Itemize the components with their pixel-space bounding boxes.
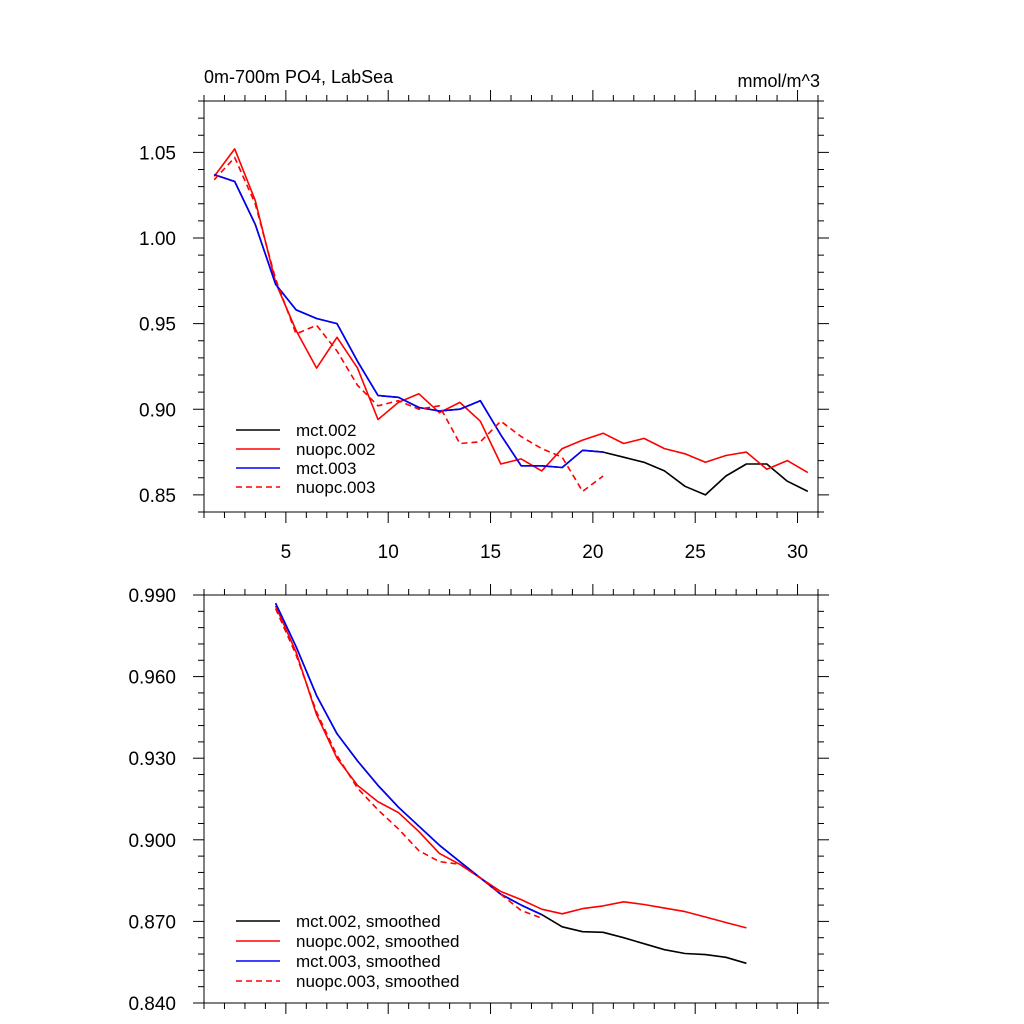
legend-label: mct.002, smoothed: [296, 912, 441, 931]
bottom-ticks: [193, 584, 829, 1014]
legend-label: nuopc.003, smoothed: [296, 972, 460, 991]
bottom-panel: 0.840 0.870 0.900 0.930 0.960 0.990 mct.002, …: [128, 584, 829, 1015]
top-ticks: [193, 90, 829, 523]
units-label: mmol/m^3: [738, 71, 820, 91]
x-tick-label: 5: [281, 542, 292, 563]
y-tick-label: 0.930: [128, 749, 176, 770]
bottom-plot-frame: [203, 594, 819, 1004]
legend-label: mct.002: [296, 421, 356, 440]
legend-label: nuopc.002: [296, 440, 375, 459]
bottom-tick-labels: 0.840 0.870 0.900 0.930 0.960 0.990: [128, 586, 176, 1015]
y-tick-label: 0.840: [128, 994, 176, 1015]
legend-label: mct.003, smoothed: [296, 952, 441, 971]
legend-label: nuopc.003: [296, 478, 375, 497]
x-tick-label: 10: [378, 542, 399, 563]
series-line-top-1: [213, 148, 809, 474]
y-tick-label: 0.85: [139, 486, 176, 507]
top-panel: 0m-700m PO4, LabSea mmol/m^3 5 10 15 20 25 30…: [139, 67, 829, 563]
legend-label: nuopc.002, smoothed: [296, 932, 460, 951]
y-tick-label: 0.870: [128, 912, 176, 933]
x-tick-label: 20: [582, 542, 603, 563]
bottom-plot-lines: [274, 602, 747, 965]
chart-title: 0m-700m PO4, LabSea: [204, 67, 394, 87]
series-line-bottom-1: [274, 605, 747, 929]
legend-label: mct.003: [296, 459, 356, 478]
y-tick-label: 0.90: [139, 400, 176, 421]
y-tick-label: 0.95: [139, 315, 176, 336]
series-line-top-2: [213, 173, 604, 469]
top-plot-frame: [203, 100, 819, 513]
y-tick-label: 1.00: [139, 229, 176, 250]
y-tick-label: 0.990: [128, 586, 176, 607]
x-tick-label: 30: [787, 542, 808, 563]
y-tick-label: 0.960: [128, 668, 176, 689]
y-tick-label: 0.900: [128, 831, 176, 852]
x-tick-label: 15: [480, 542, 501, 563]
series-line-bottom-3: [274, 608, 542, 919]
top-plot-lines: [213, 148, 809, 496]
x-tick-label: 25: [685, 542, 706, 563]
y-tick-label: 1.05: [139, 143, 176, 164]
top-tick-labels: 5 10 15 20 25 30 0.85 0.90 0.95 1.00 1.05: [139, 143, 808, 563]
series-line-top-3: [213, 156, 604, 493]
